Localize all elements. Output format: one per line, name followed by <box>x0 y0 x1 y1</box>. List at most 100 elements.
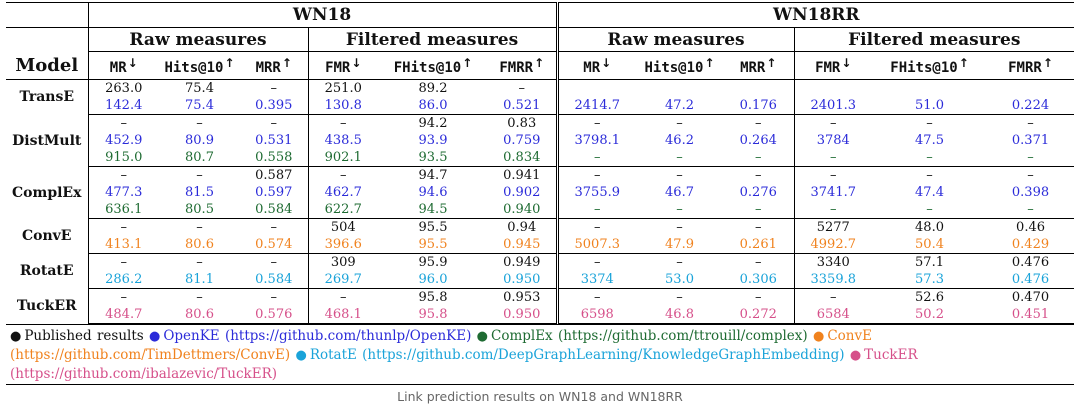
table-row: RotatE – – –309 95.9 0.949– – –3340 57.1 0.476 <box>6 253 1074 289</box>
table-cell: 3359.8 <box>793 271 873 289</box>
table-cell: 5007.3 <box>555 236 637 254</box>
bullet-icon: ● <box>812 329 825 344</box>
table-cell: 47.4 <box>915 185 944 200</box>
table-cell: – <box>120 220 128 235</box>
table-row: DistMult – – – –94.2 0.83– – – – – – <box>6 114 1074 167</box>
table-cell: – <box>676 168 683 183</box>
arrow-down-icon: ↓ <box>601 55 612 70</box>
table-cell: 80.6 <box>159 306 240 324</box>
table-cell: 96.0 <box>378 271 488 289</box>
table-cell: – <box>270 116 278 131</box>
table-cell <box>872 80 987 98</box>
results-body: TransE 263.0 75.4–251.0 89.2–142.4 75.4 0.395… <box>6 79 1075 324</box>
table-cell: 396.6 <box>307 236 378 254</box>
table-cell: – <box>723 149 795 167</box>
legend-item-tucker: ● TuckER (https://github.com/ibalazevic/T… <box>10 347 918 382</box>
table-cell: 0.584 <box>240 201 308 219</box>
arrow-down-icon: ↓ <box>127 55 138 70</box>
table-cell: – <box>793 166 873 184</box>
table-cell: 95.5 <box>378 236 488 254</box>
arrow-up-icon: ↑ <box>766 55 777 70</box>
table-cell: 0.264 <box>739 133 777 148</box>
table-cell: – <box>555 218 637 236</box>
table-cell: 3340 <box>793 253 873 271</box>
table-cell: – <box>636 201 724 219</box>
table-row: ConvE – – –504 95.5 0.94– – –5277 48.0 0.46 <box>6 218 1074 254</box>
table-cell: 130.8 <box>307 97 378 115</box>
table-cell: 0.597 <box>255 185 293 200</box>
table-cell <box>636 80 723 98</box>
table-cell: 0.371 <box>1011 133 1050 148</box>
table-cell <box>723 80 794 98</box>
table-cell: 0.531 <box>255 133 293 148</box>
table-cell: 52.6 <box>915 290 944 305</box>
table-cell: – <box>555 288 637 306</box>
table-cell: 2414.7 <box>555 97 637 115</box>
table-cell: 0.83 <box>507 116 537 131</box>
table-cell: – <box>196 168 203 183</box>
table-cell: 0.941 <box>503 168 541 183</box>
table-cell: – <box>196 116 203 131</box>
table-cell: 46.7 <box>665 185 694 200</box>
table-cell: – <box>926 168 933 183</box>
table-cell: 0.576 <box>240 306 308 324</box>
bullet-icon: ● <box>148 329 161 344</box>
arrow-up-icon: ↑ <box>1042 55 1053 70</box>
table-cell: – <box>755 220 762 235</box>
table-cell: 95.8 <box>418 290 448 305</box>
table-cell: – <box>676 290 683 305</box>
legend-label: ComplEx (https://github.com/ttrouill/com… <box>490 328 808 344</box>
table-cell: – <box>987 149 1075 167</box>
table-cell: 0.306 <box>723 271 795 289</box>
dataset-header-wn18: WN18 <box>88 2 558 28</box>
bullet-icon: ● <box>849 348 862 363</box>
results-table: WN18 WN18RR Raw measures Filtered measur… <box>6 2 1075 324</box>
table-cell: 94.5 <box>378 201 488 219</box>
table-cell: – <box>120 255 128 270</box>
table-cell: – <box>987 201 1075 219</box>
table-cell: 0.429 <box>987 236 1075 254</box>
table-cell: 46.2 <box>665 133 694 148</box>
column-header-fmrr: FMRR↑ <box>987 51 1075 80</box>
column-header-fmr: FMR↓ <box>307 51 378 80</box>
group-raw-wn18: Raw measures <box>88 27 308 52</box>
results-figure: WN18 WN18RR Raw measures Filtered measur… <box>6 2 1075 385</box>
table-cell: 6584 <box>793 306 873 324</box>
column-header-mrr: MRR↑ <box>240 51 308 80</box>
table-cell: – <box>676 220 683 235</box>
table-cell: 251.0 <box>307 79 378 97</box>
table-cell: 0.176 <box>723 97 795 115</box>
table-cell: – <box>307 166 378 184</box>
table-cell: 0.46 <box>1016 220 1045 235</box>
legend-label: TuckER (https://github.com/ibalazevic/Tu… <box>10 347 918 382</box>
column-header-label: MR <box>109 59 127 76</box>
table-cell: 3741.7 <box>793 184 873 201</box>
table-cell: 53.0 <box>636 271 724 289</box>
table-cell: 0.584 <box>240 271 308 289</box>
column-header-label: MRR <box>740 59 766 76</box>
table-cell: 3374 <box>555 271 637 289</box>
table-cell: 94.7 <box>418 168 448 183</box>
table-cell: 0.759 <box>503 133 541 148</box>
table-cell: 504 <box>307 218 378 236</box>
column-header-fmr: FMR↓ <box>793 51 873 80</box>
table-cell: – <box>755 116 762 131</box>
table-cell <box>555 79 637 97</box>
table-cell: 915.0 <box>88 149 159 167</box>
group-raw-wn18rr: Raw measures <box>555 27 795 52</box>
table-cell: 80.6 <box>159 236 240 254</box>
table-cell: 3798.1 <box>555 132 637 149</box>
table-cell: 51.0 <box>872 97 988 115</box>
table-cell: 94.6 <box>418 185 448 200</box>
model-column-header: Model <box>6 51 89 80</box>
column-header-label: Hits@10 <box>644 59 704 76</box>
table-row: 452.9 80.9 0.531 438.5 93.9 0.759 3798.1 46.2 0.… <box>6 132 1074 149</box>
table-cell: 47.2 <box>636 97 724 115</box>
table-cell: 0.834 <box>488 149 558 167</box>
table-cell: 46.8 <box>636 306 724 324</box>
table-cell <box>793 79 873 97</box>
table-row: 636.1 80.5 0.584 622.7 94.5 0.940– – – – – – <box>6 201 1075 219</box>
table-cell: 0.224 <box>987 97 1075 115</box>
model-name: ConvE <box>6 218 89 254</box>
column-header-fhits-at-10: FHits@10↑ <box>378 51 488 80</box>
